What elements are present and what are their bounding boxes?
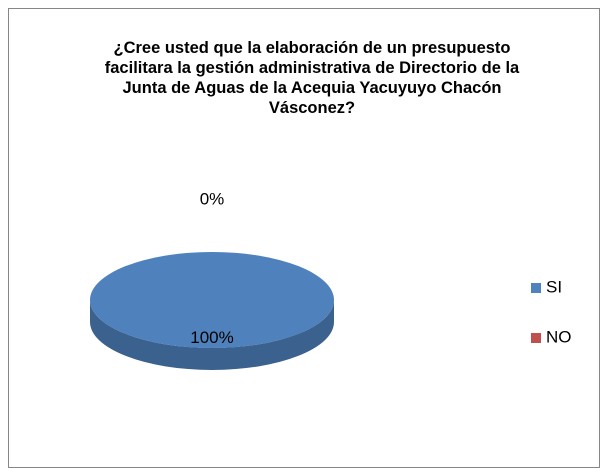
pie-side: [90, 300, 334, 370]
legend-swatch: [531, 333, 541, 343]
chart-title: ¿Cree usted que la elaboración de un pre…: [104, 39, 520, 117]
data-label: 0%: [200, 189, 225, 208]
chart: 100% 0% SI NO: [90, 189, 572, 370]
legend-label: SI: [546, 277, 562, 296]
legend-swatch: [531, 283, 541, 293]
data-label: 100%: [190, 328, 233, 347]
pie-slice: [90, 252, 334, 348]
legend-label: NO: [546, 327, 572, 346]
page: ¿Cree usted que la elaboración de un pre…: [8, 8, 600, 468]
